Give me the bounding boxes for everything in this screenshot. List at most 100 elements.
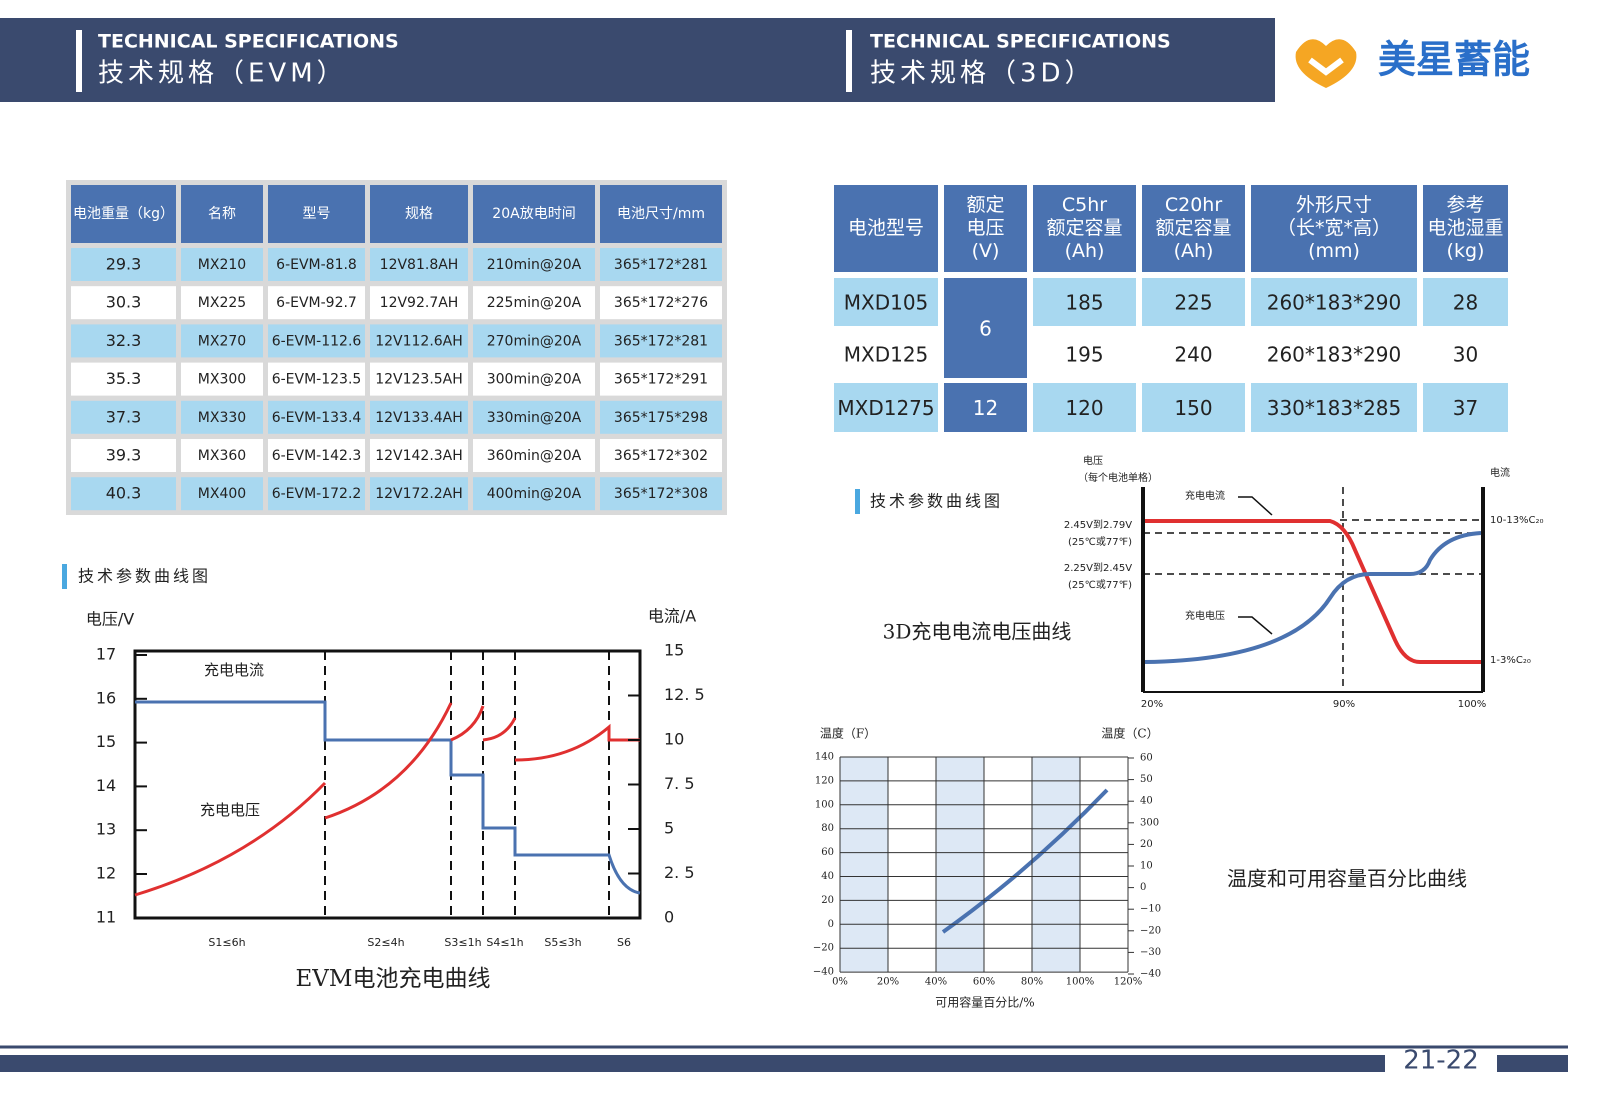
tick-label: 60 [821, 847, 834, 858]
header-cell [71, 185, 176, 243]
tick-label: 12 [96, 864, 116, 883]
cell-text: MX330 [198, 410, 246, 426]
header-bar [76, 30, 82, 92]
series-label: 充电电压 [200, 801, 260, 819]
cell-text: 37 [1453, 396, 1478, 420]
cell [834, 330, 938, 378]
cell [268, 286, 365, 320]
header-text: 名称 [208, 206, 236, 222]
tick-label: 100% [1066, 977, 1095, 988]
cell [71, 400, 176, 434]
tick-label: 60% [973, 977, 995, 988]
cell [268, 477, 365, 511]
cell [473, 477, 595, 511]
cell [600, 439, 722, 472]
cell [473, 286, 595, 320]
cell-text: MX300 [198, 372, 246, 388]
cell [71, 477, 176, 511]
tick-label: −40 [813, 967, 834, 978]
cell [71, 286, 176, 320]
cell-text: 28 [1453, 291, 1478, 315]
caption: 3D充电电流电压曲线 [883, 620, 1072, 644]
tick-label: 50 [1140, 774, 1153, 785]
cell-text: 365*172*281 [614, 333, 708, 349]
band-label: 2.25V到2.45V [1064, 562, 1132, 574]
caption: 温度和可用容量百分比曲线 [1227, 867, 1467, 891]
tick-label: 100 [815, 799, 834, 810]
level-label: 1-3%C₂₀ [1490, 655, 1531, 666]
section-title: 技术参数曲线图 [870, 492, 1003, 511]
cell-text: 6-EVM-172.2 [272, 486, 362, 502]
cell-text: 12 [973, 396, 998, 420]
cell [1033, 278, 1136, 326]
header-cn: 技术规格（EVM） [98, 59, 347, 89]
axis-label: 电压 [1083, 454, 1103, 467]
tick-label: 40 [1140, 796, 1153, 807]
cell [834, 383, 938, 432]
x-label: S5≤3h [544, 936, 581, 949]
tick-label: 15 [96, 732, 116, 751]
header-cell [944, 185, 1027, 272]
tick-label: 80 [821, 823, 834, 834]
tick-label: 16 [96, 688, 116, 707]
x-label: S1≤6h [208, 936, 245, 949]
cell [181, 324, 263, 358]
header-cell [473, 185, 595, 243]
cell [600, 286, 722, 320]
cell-text: 29.3 [106, 255, 142, 274]
header-band [0, 18, 1275, 102]
cell-text: 6-EVM-142.3 [272, 448, 362, 464]
tick-label: 0 [828, 919, 834, 930]
header-text: C20hr 额定容量(Ah) [1155, 193, 1231, 261]
cell [71, 362, 176, 396]
tick-label: 5 [664, 819, 674, 838]
section-bar [62, 564, 67, 589]
cell [1423, 278, 1508, 326]
cell-text: 12V142.3AH [375, 448, 463, 464]
header-cell [1251, 185, 1417, 272]
cell-text: 6 [979, 317, 992, 341]
cell-text: 360min@20A [487, 448, 582, 464]
cell [473, 439, 595, 472]
tick-label: 20 [821, 895, 834, 906]
cell-text: MX225 [198, 295, 246, 311]
cell-text: 6-EVM-81.8 [276, 257, 357, 273]
cell [834, 278, 938, 326]
header-cell [1423, 185, 1508, 272]
cell-text: 12V123.5AH [375, 372, 463, 388]
series-label: 充电电流 [1185, 489, 1225, 502]
cell-text: MX210 [198, 257, 246, 273]
cell-text: MX270 [198, 333, 246, 349]
x-label: 90% [1333, 699, 1355, 710]
x-label: S6 [617, 936, 631, 949]
cell [1033, 330, 1136, 378]
axis-label: 温度（F） [820, 726, 876, 741]
axis-label: 电流/A [648, 607, 696, 626]
tick-label: −20 [1140, 925, 1161, 936]
tick-label: 11 [96, 907, 116, 926]
cell [370, 362, 468, 396]
header-en: TECHNICAL SPECIFICATIONS [98, 31, 399, 53]
cell [473, 362, 595, 396]
band-label: 2.45V到2.79V [1064, 519, 1132, 531]
cell-text: 150 [1174, 396, 1212, 420]
x-label: S3≤1h [444, 936, 481, 949]
cell-text: 39.3 [106, 446, 142, 465]
cell [268, 400, 365, 434]
cell-text: 30.3 [106, 293, 142, 312]
tick-label: 2. 5 [664, 863, 695, 882]
tick-label: 10 [664, 730, 684, 749]
header-cell [268, 185, 365, 243]
cell [181, 477, 263, 511]
series-label: 充电电流 [204, 661, 264, 679]
axis-label: 电压/V [86, 610, 134, 629]
tick-label: 13 [96, 820, 116, 839]
cell-text: 210min@20A [487, 257, 582, 273]
header-text: 电池重量（kg） [73, 206, 174, 222]
tick-label: 0 [1140, 882, 1146, 893]
cell-text: 240 [1174, 343, 1212, 367]
cell-text: 365*172*308 [614, 486, 708, 502]
tick-label: 40% [925, 977, 947, 988]
cell [1142, 278, 1245, 326]
cell-text: 225min@20A [487, 295, 582, 311]
